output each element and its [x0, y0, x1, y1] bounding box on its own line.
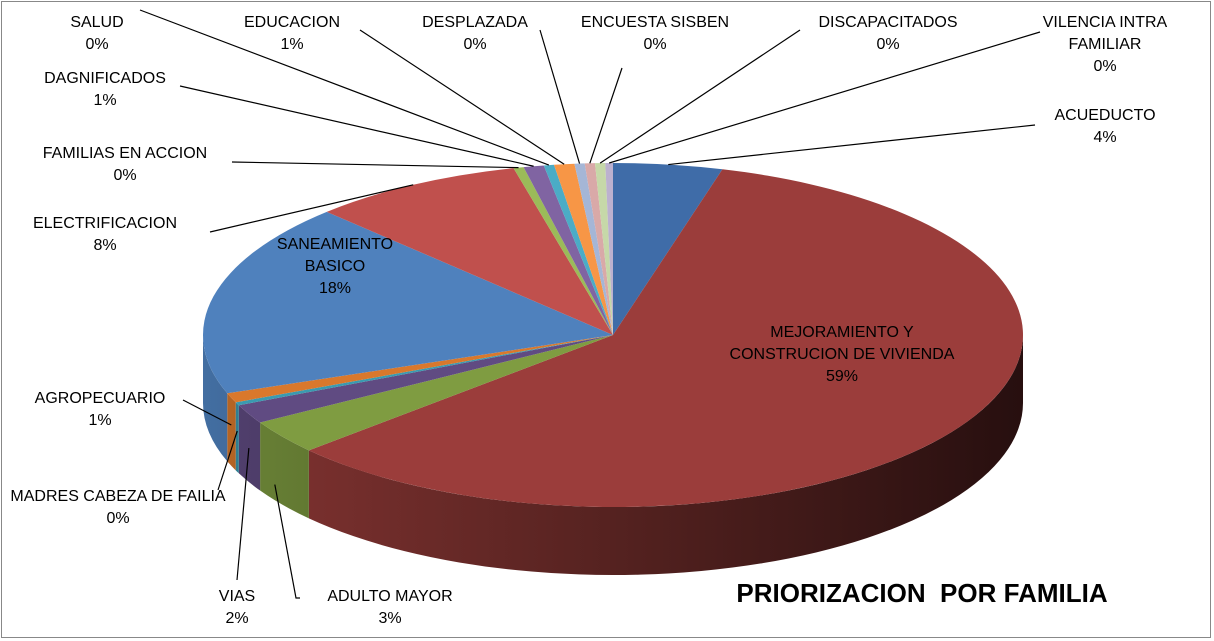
leader-line: [217, 430, 238, 491]
slice: [594, 163, 613, 335]
slice: [308, 169, 1024, 507]
slice-value-label: 1%: [93, 92, 117, 109]
slice-value-label: 18%: [318, 280, 352, 297]
slice-value-label: 0%: [463, 36, 487, 53]
slice-value-label: 0%: [85, 36, 109, 53]
slice-value-label: 0%: [106, 510, 130, 527]
slice-value-label: 2%: [225, 610, 249, 627]
data-label: MADRES CABEZA DE FAILIA 0%: [8, 486, 228, 530]
slice-name: AGROPECUARIO: [34, 390, 166, 407]
slice-name: ACUEDUCTO: [1054, 107, 1156, 124]
slice-value-label: 8%: [93, 237, 117, 254]
slice: [613, 163, 723, 335]
slice-side: [260, 422, 309, 519]
leader-line: [589, 67, 623, 164]
slice-name: SANEAMIENTO BASICO: [276, 236, 394, 275]
data-label: AGROPECUARIO 1%: [10, 388, 190, 432]
slice-value-label: 1%: [88, 412, 112, 429]
data-label: ADULTO MAYOR 3%: [310, 586, 470, 630]
data-label: ELECTRIFICACION 8%: [10, 213, 200, 257]
slice-value-label: 3%: [378, 610, 402, 627]
leader-line: [236, 447, 250, 581]
slice-name: VIAS: [218, 588, 256, 605]
data-label: VIAS 2%: [207, 586, 267, 630]
slice-name: ADULTO MAYOR: [327, 588, 453, 605]
leader-line: [608, 31, 1041, 164]
data-label: SALUD 0%: [57, 12, 137, 56]
leader-line: [231, 161, 519, 169]
slice: [574, 163, 613, 335]
data-label: ACUEDUCTO 4%: [1025, 105, 1185, 149]
slice-side: [308, 335, 1023, 576]
slice-side: [203, 335, 228, 462]
leader-line: [209, 184, 414, 233]
chart-title: PRIORIZACION POR FAMILIA: [736, 578, 1108, 608]
leader-line: [139, 9, 550, 166]
slice-name: MADRES CABEZA DE FAILIA: [10, 488, 226, 505]
data-label: DISCAPACITADOS 0%: [798, 12, 978, 56]
slice-name: VILENCIA INTRA FAMILIAR: [1042, 14, 1168, 53]
slice: [238, 335, 613, 423]
slice-name: DAGNIFICADOS: [44, 70, 166, 87]
slice: [203, 211, 613, 394]
leader-line: [274, 484, 300, 599]
slice-name: MEJORAMIENTO Y CONSTRUCION DE VIVIENDA: [729, 324, 955, 363]
slice: [523, 165, 613, 335]
slice-value-label: 0%: [643, 36, 667, 53]
slice: [513, 167, 613, 335]
slice-value-label: 0%: [876, 36, 900, 53]
slice-name: DISCAPACITADOS: [818, 14, 958, 31]
leader-line: [179, 85, 534, 167]
slice-value-label: 59%: [825, 368, 859, 385]
slice: [326, 168, 613, 335]
data-label: DESPLAZADA 0%: [405, 12, 545, 56]
slice: [584, 163, 613, 335]
slice: [605, 163, 613, 335]
data-label: SANEAMIENTO BASICO 18%: [260, 234, 410, 300]
slice: [227, 335, 613, 403]
slice-side: [235, 402, 239, 474]
slice: [543, 164, 613, 335]
slice-value-label: 0%: [1093, 58, 1117, 75]
data-label: ENCUESTA SISBEN 0%: [565, 12, 745, 56]
slice-value-label: 4%: [1093, 129, 1117, 146]
slice-side: [238, 405, 261, 491]
leader-line: [599, 29, 801, 164]
data-label: MEJORAMIENTO Y CONSTRUCION DE VIVIENDA 59…: [712, 322, 972, 388]
slice-name: FAMILIAS EN ACCION: [42, 145, 208, 162]
leader-line: [668, 124, 1036, 166]
slice: [260, 335, 613, 451]
leader-line: [539, 29, 581, 164]
data-label: FAMILIAS EN ACCION 0%: [15, 143, 235, 187]
slice-name: EDUCACION: [243, 14, 340, 31]
slice-name: DESPLAZADA: [422, 14, 528, 31]
slice: [235, 335, 613, 406]
slice-name: ENCUESTA SISBEN: [580, 14, 730, 31]
data-label: EDUCACION 1%: [227, 12, 357, 56]
slice-side: [227, 393, 236, 471]
data-label: VILENCIA INTRA FAMILIAR 0%: [1020, 12, 1190, 78]
leader-line: [359, 29, 565, 165]
leader-line: [182, 399, 232, 426]
slice-value-label: 0%: [113, 167, 137, 184]
data-label: DAGNIFICADOS 1%: [20, 68, 190, 112]
slice-value-label: 1%: [280, 36, 304, 53]
slice-name: ELECTRIFICACION: [32, 215, 177, 232]
slice: [553, 163, 613, 335]
slice-name: SALUD: [70, 14, 124, 31]
